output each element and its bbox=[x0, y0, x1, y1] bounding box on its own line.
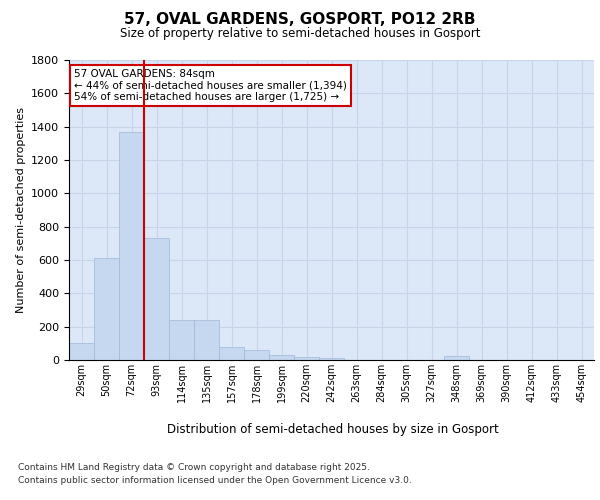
Bar bbox=[444, 356, 469, 360]
Text: Contains public sector information licensed under the Open Government Licence v3: Contains public sector information licen… bbox=[18, 476, 412, 485]
Bar bbox=[269, 355, 294, 360]
Bar bbox=[244, 350, 269, 360]
Bar bbox=[94, 258, 119, 360]
Text: Distribution of semi-detached houses by size in Gosport: Distribution of semi-detached houses by … bbox=[167, 422, 499, 436]
Y-axis label: Number of semi-detached properties: Number of semi-detached properties bbox=[16, 107, 26, 313]
Text: 57 OVAL GARDENS: 84sqm
← 44% of semi-detached houses are smaller (1,394)
54% of : 57 OVAL GARDENS: 84sqm ← 44% of semi-det… bbox=[74, 69, 347, 102]
Text: Size of property relative to semi-detached houses in Gosport: Size of property relative to semi-detach… bbox=[120, 28, 480, 40]
Bar bbox=[194, 320, 219, 360]
Bar bbox=[294, 356, 319, 360]
Bar bbox=[69, 344, 94, 360]
Bar bbox=[144, 238, 169, 360]
Bar bbox=[219, 346, 244, 360]
Bar bbox=[169, 320, 194, 360]
Text: Contains HM Land Registry data © Crown copyright and database right 2025.: Contains HM Land Registry data © Crown c… bbox=[18, 462, 370, 471]
Bar bbox=[319, 358, 344, 360]
Text: 57, OVAL GARDENS, GOSPORT, PO12 2RB: 57, OVAL GARDENS, GOSPORT, PO12 2RB bbox=[124, 12, 476, 28]
Bar bbox=[119, 132, 144, 360]
